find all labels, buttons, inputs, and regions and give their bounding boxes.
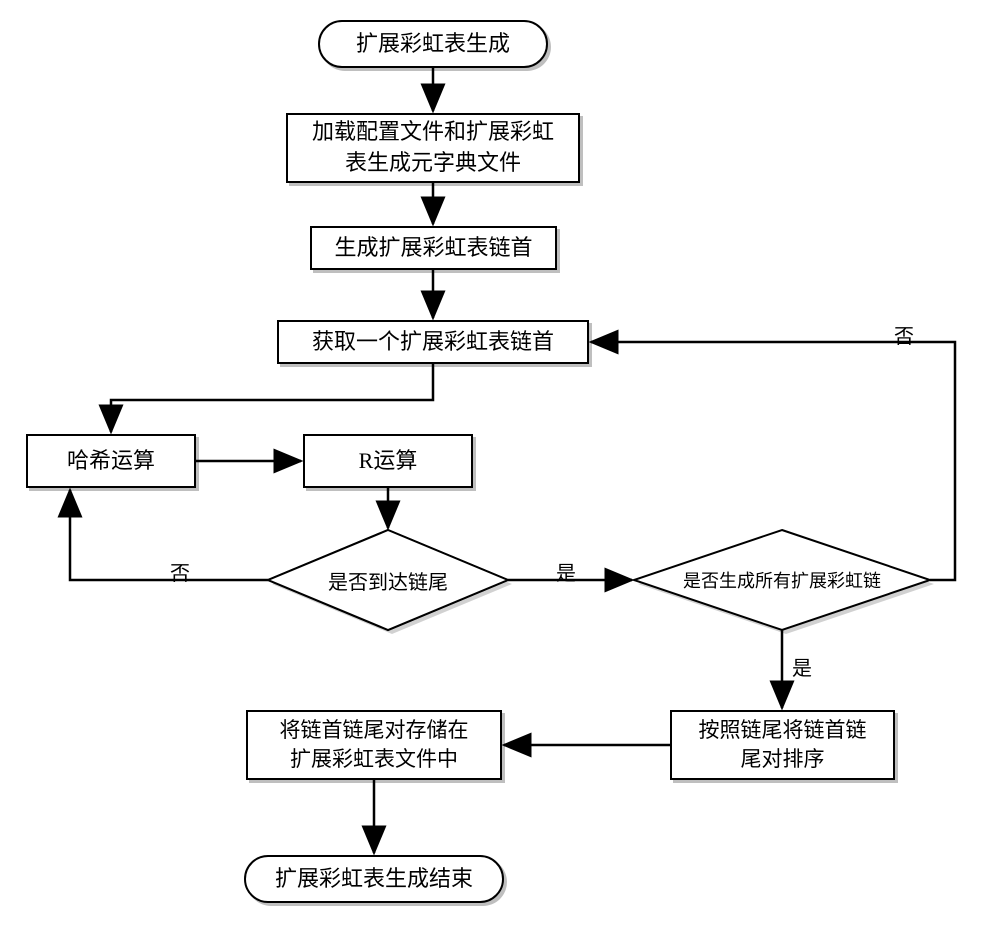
process-genhead: 生成扩展彩虹表链首 [310,226,557,270]
edge-label-allchains-yes: 是 [792,652,812,681]
node-label: 是否到达链尾 [328,566,448,595]
node-label: 扩展彩虹表生成 [356,29,510,60]
node-label: 将链首链尾对存储在 扩展彩虹表文件中 [280,716,469,775]
node-label: 扩展彩虹表生成结束 [275,864,473,895]
process-store: 将链首链尾对存储在 扩展彩虹表文件中 [246,710,502,780]
node-label: R运算 [359,446,418,477]
process-load: 加载配置文件和扩展彩虹 表生成元字典文件 [286,113,580,183]
decision-allchains-text: 是否生成所有扩展彩虹链 [634,530,930,630]
edge-label-reachtail-no: 否 [170,557,190,586]
node-label: 哈希运算 [67,446,155,477]
terminal-start: 扩展彩虹表生成 [318,20,548,68]
terminal-end: 扩展彩虹表生成结束 [244,855,504,903]
node-label: 生成扩展彩虹表链首 [334,233,532,264]
label-text: 否 [170,563,190,585]
node-label: 获取一个扩展彩虹表链首 [312,327,554,358]
process-gethead: 获取一个扩展彩虹表链首 [277,320,589,364]
node-label: 按照链尾将链首链 尾对排序 [699,716,867,775]
label-text: 是 [556,563,576,585]
label-text: 是 [792,658,812,680]
node-label: 加载配置文件和扩展彩虹 表生成元字典文件 [312,117,554,179]
node-label: 是否生成所有扩展彩虹链 [683,567,881,593]
edge-label-allchains-no: 否 [894,320,914,349]
label-text: 否 [894,326,914,348]
process-hash: 哈希运算 [26,434,196,488]
edge-label-reachtail-yes: 是 [556,557,576,586]
decision-reachtail-text: 是否到达链尾 [268,530,508,630]
process-sort: 按照链尾将链首链 尾对排序 [670,710,895,780]
